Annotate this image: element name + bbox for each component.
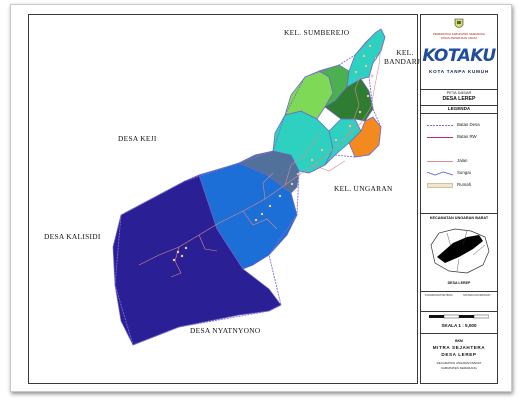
regency-emblem-icon [421, 17, 497, 35]
inset-label: DESA LEREP [447, 281, 471, 285]
inset-map [430, 228, 490, 274]
scale-block: SKALA 1 : 5,000 [421, 311, 497, 334]
label-desa-nyatnyono: DESA NYATNYONO [190, 326, 261, 335]
map-grid-ticks-bottom [28, 383, 416, 391]
kotaku-logo: KOTAKU [421, 46, 497, 66]
road-network [138, 44, 382, 278]
scale-text: SKALA 1 : 5,000 [441, 323, 477, 328]
footer-name: MITRA SEJAHTERA [432, 345, 486, 350]
legend-item: Rumah [427, 181, 493, 190]
inset-title: KECAMATAN UNGARAN BARAT [429, 216, 489, 220]
scale-bar [429, 314, 489, 319]
label-kel-sumberejo: KEL. SUMBEREJO [284, 28, 350, 37]
legend-body: Batas Desa Batas RW Jalan Sungai Rumah [421, 113, 497, 214]
legend-item: Batas RW [427, 134, 477, 139]
rw-area-north-strip [346, 28, 386, 88]
map-title-1: PETA DASAR [446, 90, 472, 95]
info-block: KOORDINATOR BKM SISTEM KOORDINAT [421, 291, 497, 312]
map-title-block: PETA DASAR DESA LEREP [421, 89, 497, 106]
footer-village: DESA LEREP [441, 352, 477, 357]
org-line-2: DINAS PEKERJAAN UMUM [441, 36, 477, 40]
house-clusters [172, 44, 378, 262]
org-line-1: PEMERINTAH KABUPATEN SEMARANG [432, 32, 486, 36]
village-map [112, 28, 386, 346]
legend-panel: PEMERINTAH KABUPATEN SEMARANG DINAS PEKE… [420, 14, 498, 384]
rw-area-green-1 [284, 70, 334, 120]
info-right: SISTEM KOORDINAT [463, 293, 491, 297]
label-kel-ungaran: KEL. UNGARAN [334, 184, 393, 193]
label-kel-bandarjo: KEL. BANDARJO [384, 48, 426, 66]
map-title-2: DESA LEREP [442, 96, 476, 102]
legend-title: LEGENDA [447, 106, 471, 111]
village-boundary [114, 28, 386, 346]
kotaku-logo-text: KOTAKU [422, 46, 496, 66]
legend-item: Batas Desa [427, 122, 480, 127]
label-desa-keji: DESA KEJI [118, 134, 157, 143]
label-desa-kalisidi: DESA KALISIDI [44, 232, 101, 241]
panel-header: PEMERINTAH KABUPATEN SEMARANG DINAS PEKE… [421, 15, 497, 90]
legend-title-row: LEGENDA [421, 105, 497, 114]
map-frame [28, 14, 418, 384]
legend-item: Jalan [427, 158, 468, 163]
kotaku-subtitle: KOTA TANPA KUMUH [429, 69, 489, 74]
legend-item: Sungai [427, 169, 493, 178]
info-left: KOORDINATOR BKM [425, 293, 453, 297]
footer-district: KECAMATAN UNGARAN BARAT [436, 361, 482, 365]
map-grid-ticks-top [28, 6, 416, 14]
inset-map-block: KECAMATAN UNGARAN BARAT DESA LEREP [421, 213, 497, 292]
footer-bkm: BKM [455, 339, 463, 343]
footer-block: BKM MITRA SEJAHTERA DESA LEREP KECAMATAN… [421, 333, 497, 383]
footer-regency: KABUPATEN SEMARANG [441, 366, 477, 370]
